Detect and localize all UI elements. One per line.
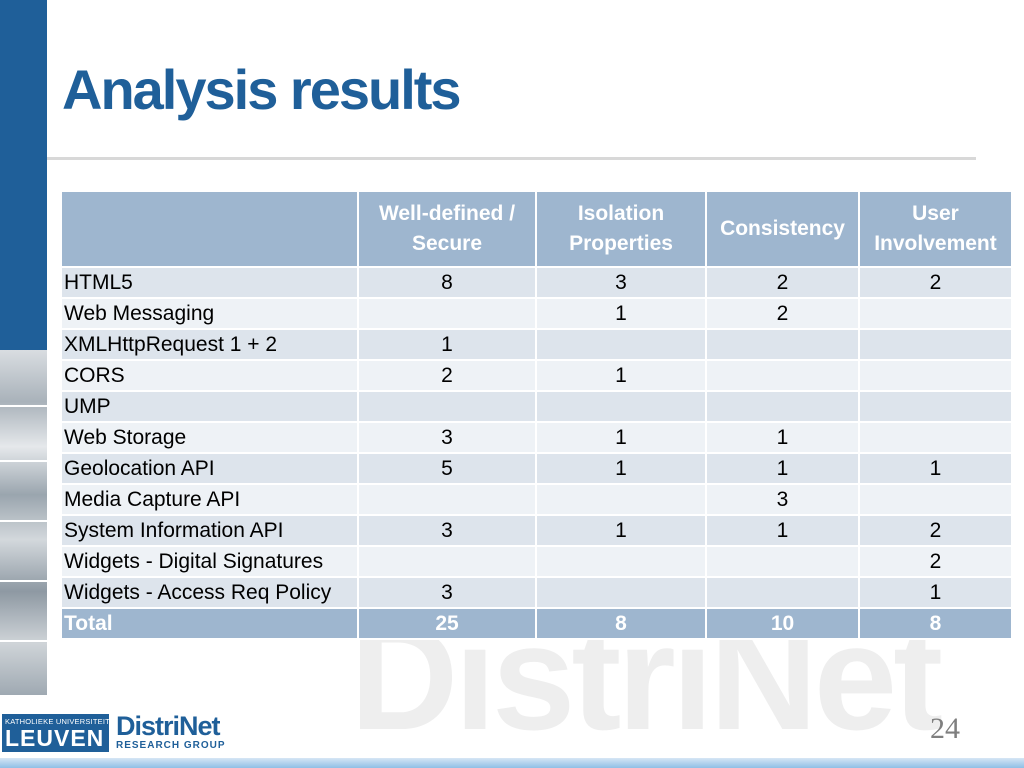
table-cell: 2 xyxy=(858,514,1013,547)
table-cell xyxy=(535,576,707,609)
table-cell: 1 xyxy=(705,514,860,547)
table-row: Web Messaging 1 2 xyxy=(60,297,1013,330)
row-label: UMP xyxy=(60,390,359,423)
slide-title: Analysis results xyxy=(62,58,462,121)
table-cell xyxy=(535,483,707,516)
total-label: Total xyxy=(60,607,359,640)
total-cell: 8 xyxy=(535,607,707,640)
table-cell: 1 xyxy=(705,452,860,485)
distrinet-logo-text: DistriNet xyxy=(116,711,221,741)
table-cell: 5 xyxy=(357,452,537,485)
table-cell: 1 xyxy=(535,514,707,547)
table-cell: 3 xyxy=(357,576,537,609)
side-accent-bar xyxy=(0,0,47,350)
table-cell: 1 xyxy=(535,421,707,454)
side-photo-strip xyxy=(0,350,47,695)
table-cell xyxy=(357,297,537,330)
row-label: Widgets - Access Req Policy xyxy=(60,576,359,609)
table-cell: 3 xyxy=(535,266,707,299)
row-label: HTML5 xyxy=(60,266,359,299)
table-cell xyxy=(357,545,537,578)
table-cell xyxy=(535,545,707,578)
table-row: Media Capture API 3 xyxy=(60,483,1013,516)
table-cell: 2 xyxy=(858,266,1013,299)
table-cell xyxy=(705,545,860,578)
table-cell xyxy=(858,359,1013,392)
table-cell xyxy=(858,390,1013,423)
table-cell: 3 xyxy=(357,514,537,547)
table-cell: 2 xyxy=(357,359,537,392)
table-header-row: Well-defined / Secure Isolation Properti… xyxy=(60,190,1013,268)
table-cell: 3 xyxy=(357,421,537,454)
table-cell: 1 xyxy=(535,297,707,330)
table-cell xyxy=(858,421,1013,454)
ku-leuven-logo-subtitle: KATHOLIEKE UNIVERSITEIT xyxy=(5,717,110,726)
column-header xyxy=(60,190,359,268)
distrinet-logo: DistriNet RESEARCH GROUP xyxy=(116,712,226,752)
column-header: User Involvement xyxy=(858,190,1013,268)
table-cell: 1 xyxy=(357,328,537,361)
page-number: 24 xyxy=(930,712,960,745)
total-cell: 25 xyxy=(357,607,537,640)
table-cell xyxy=(705,359,860,392)
row-label: Web Messaging xyxy=(60,297,359,330)
table-row: Widgets - Digital Signatures 2 xyxy=(60,545,1013,578)
table-cell xyxy=(535,390,707,423)
table-cell: 2 xyxy=(858,545,1013,578)
row-label: Widgets - Digital Signatures xyxy=(60,545,359,578)
table-row: Geolocation API 5 1 1 1 xyxy=(60,452,1013,485)
table-row: UMP xyxy=(60,390,1013,423)
row-label: CORS xyxy=(60,359,359,392)
table-row: CORS 2 1 xyxy=(60,359,1013,392)
table-row: System Information API 3 1 1 2 xyxy=(60,514,1013,547)
table-row: Widgets - Access Req Policy 3 1 xyxy=(60,576,1013,609)
column-header: Isolation Properties xyxy=(535,190,707,268)
table-total-row: Total 25 8 10 8 xyxy=(60,607,1013,640)
row-label: Geolocation API xyxy=(60,452,359,485)
total-cell: 10 xyxy=(705,607,860,640)
table-cell xyxy=(535,328,707,361)
distrinet-logo-subtitle: RESEARCH GROUP xyxy=(116,740,226,751)
table-cell xyxy=(858,328,1013,361)
row-label: System Information API xyxy=(60,514,359,547)
ku-leuven-logo-text: LEUVEN xyxy=(5,725,105,751)
footer-band xyxy=(0,758,1024,768)
row-label: XMLHttpRequest 1 + 2 xyxy=(60,328,359,361)
table-cell xyxy=(705,390,860,423)
table-cell: 1 xyxy=(535,359,707,392)
row-label: Web Storage xyxy=(60,421,359,454)
table-row: XMLHttpRequest 1 + 2 1 xyxy=(60,328,1013,361)
table-cell xyxy=(705,328,860,361)
ku-leuven-logo: KATHOLIEKE UNIVERSITEIT LEUVEN xyxy=(2,714,110,752)
column-header: Well-defined / Secure xyxy=(357,190,537,268)
table-cell xyxy=(357,483,537,516)
table-row: Web Storage 3 1 1 xyxy=(60,421,1013,454)
total-cell: 8 xyxy=(858,607,1013,640)
table-row: HTML5 8 3 2 2 xyxy=(60,266,1013,299)
table-cell xyxy=(858,483,1013,516)
table-cell xyxy=(357,390,537,423)
table-cell: 1 xyxy=(535,452,707,485)
table-cell: 2 xyxy=(705,297,860,330)
table-cell: 1 xyxy=(858,452,1013,485)
table-cell xyxy=(858,297,1013,330)
analysis-results-table: Well-defined / Secure Isolation Properti… xyxy=(60,190,1013,640)
table-cell: 3 xyxy=(705,483,860,516)
title-divider xyxy=(47,157,976,160)
table-cell: 2 xyxy=(705,266,860,299)
column-header: Consistency xyxy=(705,190,860,268)
table-cell xyxy=(705,576,860,609)
table-cell: 1 xyxy=(858,576,1013,609)
table-cell: 1 xyxy=(705,421,860,454)
table-cell: 8 xyxy=(357,266,537,299)
row-label: Media Capture API xyxy=(60,483,359,516)
